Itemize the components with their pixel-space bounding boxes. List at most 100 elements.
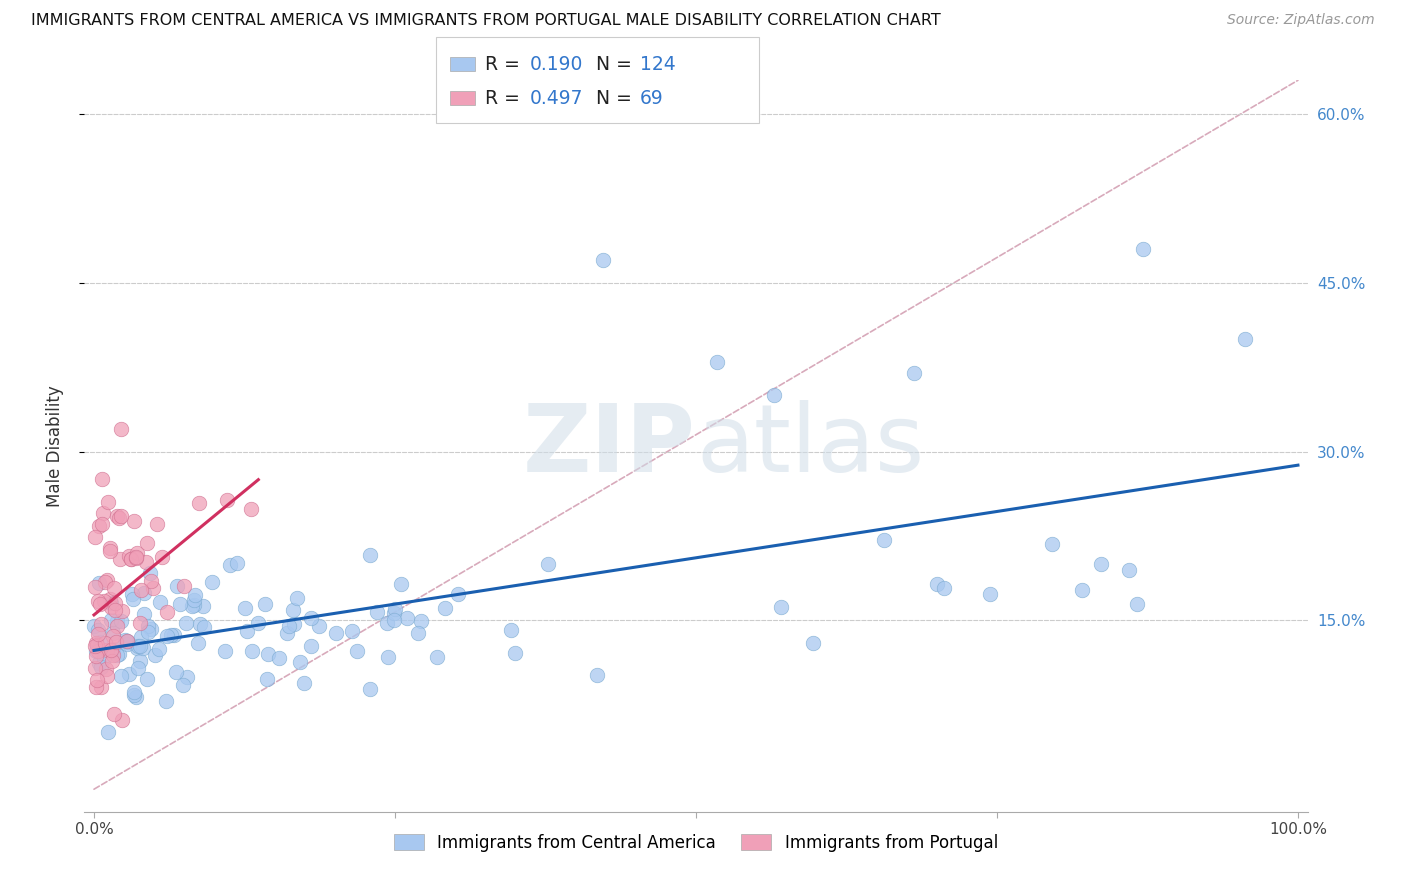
Point bbox=[86, 638, 108, 652]
Point bbox=[98, 544, 121, 558]
Point bbox=[172, 678, 194, 692]
Point bbox=[129, 639, 152, 653]
Point bbox=[101, 641, 124, 656]
Point bbox=[90, 616, 112, 631]
Point bbox=[89, 597, 111, 611]
Point bbox=[163, 627, 186, 641]
Point bbox=[91, 506, 114, 520]
Point bbox=[873, 533, 896, 548]
Point bbox=[110, 509, 132, 524]
Point bbox=[96, 643, 118, 657]
Point bbox=[136, 672, 159, 686]
Y-axis label: Male Disability: Male Disability bbox=[45, 385, 63, 507]
Point bbox=[110, 422, 132, 436]
Point bbox=[111, 713, 134, 727]
Point bbox=[87, 623, 110, 637]
Point bbox=[1070, 583, 1092, 598]
Point bbox=[411, 614, 433, 628]
Point bbox=[98, 592, 121, 607]
Point bbox=[87, 644, 110, 658]
Point bbox=[111, 604, 134, 618]
Point bbox=[91, 472, 114, 486]
Point bbox=[98, 541, 121, 555]
Point bbox=[254, 597, 277, 611]
Text: 69: 69 bbox=[640, 88, 664, 108]
Point bbox=[592, 253, 614, 268]
Point bbox=[377, 616, 399, 631]
Point bbox=[537, 557, 560, 571]
Text: R =: R = bbox=[485, 88, 520, 108]
Point bbox=[90, 517, 112, 532]
Point bbox=[325, 626, 347, 640]
Point bbox=[90, 660, 112, 674]
Point bbox=[903, 366, 925, 380]
Point bbox=[299, 639, 322, 653]
Point bbox=[391, 577, 413, 591]
Point bbox=[586, 668, 609, 682]
Point bbox=[105, 614, 128, 628]
Point bbox=[125, 546, 148, 560]
Point bbox=[108, 511, 131, 525]
Point bbox=[233, 600, 256, 615]
Point bbox=[129, 630, 152, 644]
Point bbox=[406, 626, 429, 640]
Point bbox=[117, 634, 139, 648]
Point bbox=[219, 558, 242, 573]
Point bbox=[346, 644, 368, 658]
Point bbox=[256, 672, 278, 686]
Point bbox=[187, 636, 209, 650]
Point bbox=[145, 516, 167, 531]
Point bbox=[290, 655, 312, 669]
Point bbox=[89, 575, 111, 590]
Text: ZIP: ZIP bbox=[523, 400, 696, 492]
Point bbox=[94, 574, 117, 589]
Point bbox=[86, 673, 108, 688]
Point bbox=[127, 641, 149, 656]
Point bbox=[120, 551, 142, 566]
Point bbox=[107, 647, 129, 661]
Point bbox=[87, 594, 110, 608]
Point bbox=[281, 603, 304, 617]
Point bbox=[246, 615, 269, 630]
Point bbox=[105, 648, 128, 662]
Point bbox=[87, 657, 110, 671]
Point bbox=[94, 662, 117, 676]
Point bbox=[240, 643, 263, 657]
Point bbox=[434, 600, 457, 615]
Point bbox=[382, 613, 405, 627]
Point bbox=[110, 669, 132, 683]
Point bbox=[96, 669, 118, 683]
Point bbox=[105, 619, 128, 633]
Point bbox=[117, 633, 139, 648]
Point bbox=[100, 599, 122, 614]
Point bbox=[1118, 563, 1140, 577]
Point bbox=[94, 636, 117, 650]
Point bbox=[267, 651, 290, 665]
Point bbox=[145, 648, 167, 662]
Point bbox=[114, 633, 136, 648]
Point bbox=[84, 661, 107, 675]
Point bbox=[187, 496, 209, 510]
Point bbox=[201, 575, 224, 590]
Point bbox=[169, 597, 191, 611]
Point bbox=[193, 599, 215, 614]
Point bbox=[184, 588, 207, 602]
Point bbox=[83, 618, 105, 632]
Point bbox=[193, 620, 215, 634]
Point bbox=[121, 591, 143, 606]
Point bbox=[84, 580, 107, 594]
Point bbox=[1234, 332, 1257, 346]
Point bbox=[84, 636, 107, 650]
Text: 0.497: 0.497 bbox=[530, 88, 583, 108]
Point bbox=[165, 665, 187, 680]
Point bbox=[174, 615, 197, 630]
Point bbox=[396, 611, 419, 625]
Point bbox=[89, 635, 111, 649]
Point bbox=[141, 622, 163, 636]
Point bbox=[117, 667, 139, 681]
Point bbox=[103, 706, 125, 721]
Text: 124: 124 bbox=[640, 54, 675, 74]
Point bbox=[127, 661, 149, 675]
Point bbox=[359, 548, 381, 562]
Point bbox=[276, 625, 298, 640]
